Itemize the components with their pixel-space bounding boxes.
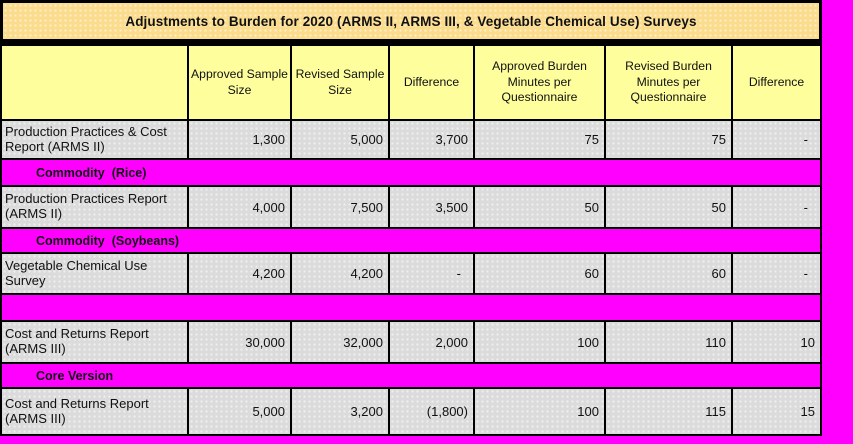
column-header[interactable]: Revised Sample Size [290,44,390,121]
value-cell[interactable]: 100 [473,387,606,436]
value-cell[interactable]: 75 [473,119,606,160]
row-label-cell[interactable]: Cost and Returns Report (ARMS III) [0,387,189,436]
column-header[interactable]: Difference [388,44,475,121]
table-header-row: Approved Sample Size Revised Sample Size D… [0,44,822,121]
value-cell[interactable]: 3,500 [388,185,475,229]
value-cell[interactable]: 115 [604,387,733,436]
adjustments-table: Approved Sample Size Revised Sample Size D… [0,44,822,436]
table-row: Cost and Returns Report (ARMS III) 5,000 3… [0,387,822,436]
value-cell[interactable]: 3,200 [290,387,390,436]
value-cell[interactable]: - [388,252,475,295]
value-cell[interactable]: 7,500 [290,185,390,229]
value-cell[interactable]: - [731,185,822,229]
value-cell[interactable]: 110 [604,320,733,364]
section-separator-row [0,293,822,322]
value-cell[interactable]: (1,800) [388,387,475,436]
column-header[interactable]: Approved Burden Minutes per Questionnair… [473,44,606,121]
value-cell[interactable]: 30,000 [187,320,292,364]
burden-table-region: Adjustments to Burden for 2020 (ARMS II,… [0,0,822,436]
value-cell[interactable]: 50 [473,185,606,229]
value-cell[interactable]: 60 [604,252,733,295]
value-cell[interactable]: 100 [473,320,606,364]
table-row: Vegetable Chemical Use Survey 4,200 4,200-… [0,252,822,295]
value-cell[interactable]: - [731,119,822,160]
column-header[interactable]: Difference [731,44,822,121]
table-row: Cost and Returns Report (ARMS III) 30,000… [0,320,822,364]
value-cell[interactable]: 3,700 [388,119,475,160]
value-cell[interactable]: 60 [473,252,606,295]
row-label-cell[interactable]: Cost and Returns Report (ARMS III) [0,320,189,364]
section-separator-row: Commodity (Soybeans) [0,227,822,254]
section-separator-row: Commodity (Rice) [0,158,822,187]
value-cell[interactable]: 2,000 [388,320,475,364]
column-header[interactable]: Approved Sample Size [187,44,292,121]
table-row: Production Practices Report (ARMS II) 4,0… [0,185,822,229]
value-cell[interactable]: 5,000 [187,387,292,436]
value-cell[interactable]: 4,200 [290,252,390,295]
row-label-cell[interactable]: Production Practices Report (ARMS II) [0,185,189,229]
table-row: Production Practices & Cost Report (ARMS… [0,119,822,160]
value-cell[interactable]: 5,000 [290,119,390,160]
column-header[interactable]: Revised Burden Minutes per Questionnaire [604,44,733,121]
value-cell[interactable]: 4,000 [187,185,292,229]
value-cell[interactable]: 50 [604,185,733,229]
row-label-cell[interactable]: Production Practices & Cost Report (ARMS… [0,119,189,160]
value-cell[interactable]: - [731,252,822,295]
section-separator-label[interactable]: Commodity (Rice) [0,158,822,187]
section-separator-label[interactable] [0,293,822,322]
row-label-cell[interactable]: Vegetable Chemical Use Survey [0,252,189,295]
value-cell[interactable]: 75 [604,119,733,160]
value-cell[interactable]: 1,300 [187,119,292,160]
section-separator-row: Core Version [0,362,822,389]
value-cell[interactable]: 32,000 [290,320,390,364]
value-cell[interactable]: 4,200 [187,252,292,295]
row-label-column-header[interactable] [0,44,189,121]
section-separator-label[interactable]: Commodity (Soybeans) [0,227,822,254]
section-separator-label[interactable]: Core Version [0,362,822,389]
value-cell[interactable]: 15 [731,387,822,436]
value-cell[interactable]: 10 [731,320,822,364]
table-title-text: Adjustments to Burden for 2020 (ARMS II,… [125,13,697,29]
table-title: Adjustments to Burden for 2020 (ARMS II,… [0,0,822,44]
